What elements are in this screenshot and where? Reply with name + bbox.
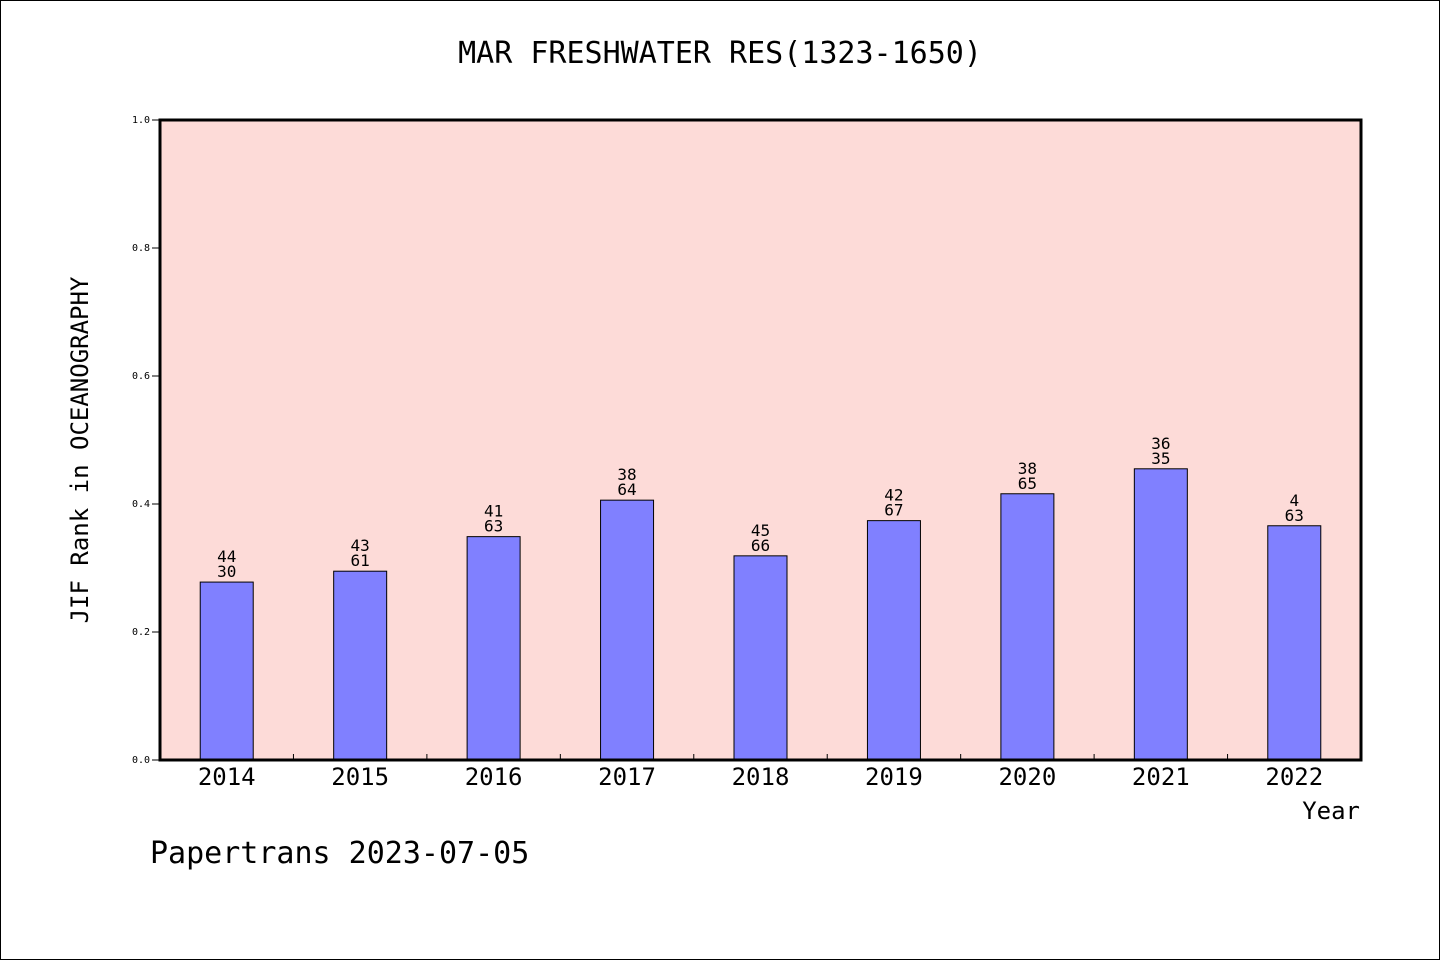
bar-label-top: 36	[1151, 434, 1170, 453]
footer-watermark: Papertrans 2023-07-05	[150, 836, 530, 871]
bar	[199, 581, 254, 761]
bar-label-top: 43	[351, 536, 370, 555]
y-tick-label: 1.0	[132, 115, 150, 126]
y-tick-label: 0.4	[132, 499, 150, 510]
bar-label-top: 41	[484, 502, 503, 521]
x-tick-label: 2019	[865, 763, 923, 791]
x-tick-label: 2014	[198, 763, 256, 791]
bar-label-bottom: 66	[751, 536, 770, 555]
bar-label-bottom: 65	[1018, 474, 1037, 493]
bar-label-bottom: 35	[1151, 449, 1170, 468]
bar	[600, 499, 655, 761]
bar	[333, 570, 388, 761]
bar-label-bottom: 64	[617, 480, 636, 499]
bar-label-bottom: 30	[217, 562, 236, 581]
plot-border	[158, 118, 1363, 762]
y-tick-label: 0.0	[132, 755, 150, 766]
bar-label-bottom: 67	[884, 501, 903, 520]
x-tick-label: 2020	[998, 763, 1056, 791]
bar	[1000, 493, 1055, 761]
bar	[733, 555, 788, 761]
x-tick-label: 2016	[465, 763, 523, 791]
bar-label-bottom: 61	[351, 551, 370, 570]
x-tick-label: 2015	[331, 763, 389, 791]
bar	[1267, 525, 1322, 761]
bar-label-top: 4	[1289, 491, 1299, 510]
x-tick-label: 2018	[732, 763, 790, 791]
chart-title: MAR FRESHWATER RES(1323-1650)	[458, 36, 982, 71]
y-tick-label: 0.2	[132, 627, 150, 638]
bar-label-top: 45	[751, 521, 770, 540]
bar-label-top: 38	[617, 465, 636, 484]
x-tick-label: 2017	[598, 763, 656, 791]
x-tick-label: 2021	[1132, 763, 1190, 791]
x-axis-label: Year	[1302, 797, 1360, 825]
bar-label-bottom: 63	[1285, 506, 1304, 525]
bar	[866, 520, 921, 761]
bar-label-top: 44	[217, 547, 236, 566]
bar-label-top: 38	[1018, 459, 1037, 478]
bar	[1133, 468, 1188, 761]
y-tick-label: 0.6	[132, 371, 150, 382]
bar-label-top: 42	[884, 486, 903, 505]
x-tick-label: 2022	[1265, 763, 1323, 791]
y-axis-label: JIF Rank in OCEANOGRAPHY	[66, 276, 94, 624]
bar	[466, 536, 521, 761]
y-tick-label: 0.8	[132, 243, 150, 254]
bar-label-bottom: 63	[484, 517, 503, 536]
